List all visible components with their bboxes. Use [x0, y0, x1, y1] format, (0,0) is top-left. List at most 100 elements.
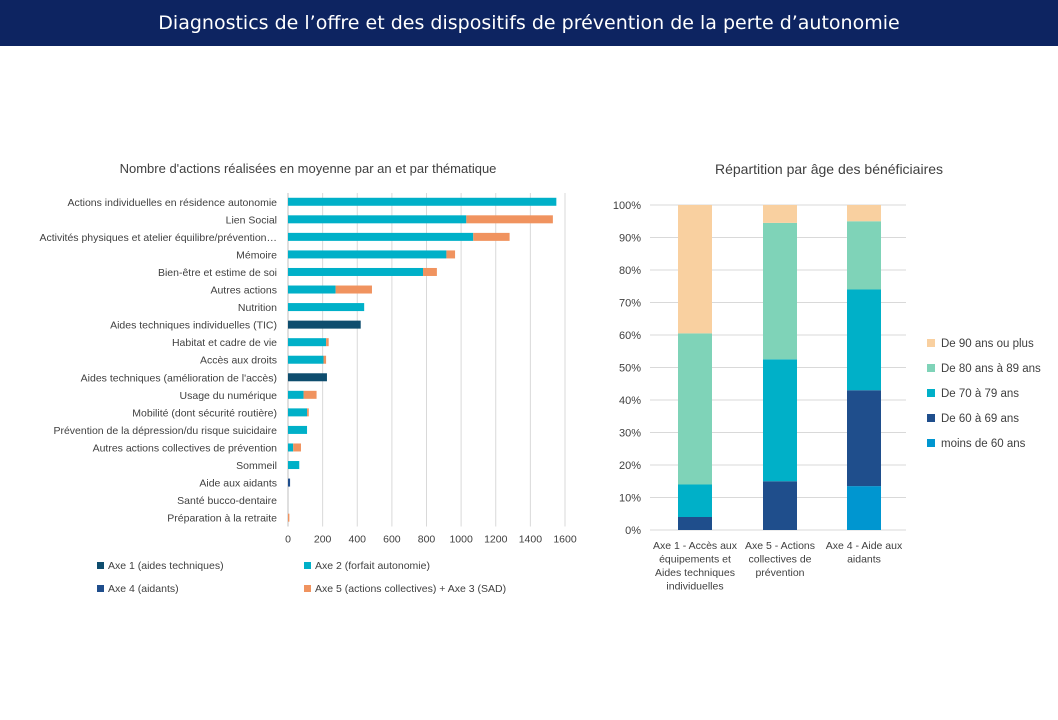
- legend-label: De 90 ans ou plus: [941, 338, 1034, 350]
- chart-title: Répartition par âge des bénéficiaires: [715, 161, 943, 177]
- bar-segment: [288, 320, 361, 329]
- category-label: Actions individuelles en résidence auton…: [67, 197, 277, 209]
- category-label: Mémoire: [236, 249, 277, 261]
- bar-segment: [763, 205, 797, 223]
- category-label: Accès aux droits: [200, 355, 277, 367]
- y-tick-label: 10%: [619, 493, 641, 505]
- x-tick-label: 1400: [519, 533, 543, 545]
- y-tick-label: 20%: [619, 460, 641, 472]
- bar-segment: [763, 481, 797, 530]
- x-tick-label: 600: [383, 533, 401, 545]
- category-label: Nutrition: [238, 302, 277, 314]
- category-label: Axe 5 - Actions collectives de prévention: [745, 540, 815, 579]
- bar-segment: [288, 478, 291, 487]
- legend-swatch: [927, 364, 935, 372]
- x-tick-label: 0: [285, 533, 291, 545]
- bar-segment: [288, 408, 308, 417]
- bar-segment: [323, 355, 327, 364]
- legend-swatch: [927, 389, 935, 397]
- bar-segment: [293, 443, 301, 452]
- bar-segment: [307, 408, 309, 417]
- y-tick-label: 80%: [619, 265, 641, 277]
- bar-segment: [288, 267, 424, 276]
- category-label: Autres actions: [210, 285, 277, 297]
- category-label: Bien-être et estime de soi: [158, 267, 277, 279]
- legend-label: Axe 5 (actions collectives) + Axe 3 (SAD…: [315, 583, 506, 595]
- category-label: Activités physiques et atelier équilibre…: [39, 232, 277, 244]
- bar-segment: [847, 205, 881, 222]
- legend-label: De 70 à 79 ans: [941, 388, 1019, 400]
- category-label: Mobilité (dont sécurité routière): [132, 407, 277, 419]
- bar-segment: [423, 267, 437, 276]
- bar-segment: [466, 215, 553, 224]
- category-label: Axe 1 - Accès aux équipements et Aides tec…: [653, 540, 738, 593]
- category-label: Habitat et cadre de vie: [172, 337, 277, 349]
- bar-segment: [288, 355, 324, 364]
- y-tick-label: 0%: [625, 525, 641, 537]
- legend-swatch: [97, 585, 104, 592]
- x-tick-label: 1000: [449, 533, 473, 545]
- y-tick-label: 60%: [619, 330, 641, 342]
- bar-segment: [678, 517, 712, 530]
- category-label: Aides techniques individuelles (TIC): [110, 320, 277, 332]
- bar-segment: [847, 221, 881, 290]
- legend-swatch: [927, 414, 935, 422]
- category-label: Autres actions collectives de prévention: [93, 442, 278, 454]
- category-label: Sommeil: [236, 460, 277, 472]
- bar-segment: [288, 250, 447, 259]
- bar-segment: [678, 484, 712, 517]
- bar-segment: [288, 338, 327, 347]
- x-tick-label: 200: [314, 533, 332, 545]
- y-tick-label: 30%: [619, 428, 641, 440]
- legend-label: De 80 ans à 89 ans: [941, 363, 1041, 375]
- bar-segment: [303, 390, 317, 399]
- legend-label: Axe 1 (aides techniques): [108, 560, 224, 572]
- legend-swatch: [304, 585, 311, 592]
- bar-segment: [288, 373, 327, 382]
- y-tick-label: 50%: [619, 363, 641, 375]
- x-tick-label: 400: [348, 533, 366, 545]
- bar-segment: [288, 303, 365, 312]
- category-label: Aide aux aidants: [199, 478, 277, 490]
- legend-label: moins de 60 ans: [941, 438, 1026, 450]
- chart-title: Nombre d'actions réalisées en moyenne pa…: [120, 161, 497, 176]
- y-tick-label: 100%: [613, 200, 641, 212]
- bar-segment: [847, 390, 881, 487]
- category-label: Préparation à la retraite: [167, 513, 277, 525]
- legend-label: Axe 2 (forfait autonomie): [315, 560, 430, 572]
- category-label: Usage du numérique: [180, 390, 278, 402]
- bar-segment: [288, 443, 294, 452]
- category-label: Santé bucco-dentaire: [177, 495, 277, 507]
- x-tick-label: 800: [418, 533, 436, 545]
- legend-swatch: [927, 339, 935, 347]
- legend-swatch: [927, 439, 935, 447]
- bar-segment: [288, 197, 557, 206]
- bar-segment: [288, 232, 474, 241]
- bar-segment: [678, 205, 712, 334]
- x-tick-label: 1600: [553, 533, 577, 545]
- category-label: Axe 4 - Aide aux aidants: [826, 540, 903, 566]
- x-tick-label: 1200: [484, 533, 508, 545]
- bar-segment: [847, 486, 881, 530]
- bar-segment: [326, 338, 329, 347]
- legend-swatch: [97, 562, 104, 569]
- legend-swatch: [304, 562, 311, 569]
- bar-segment: [847, 289, 881, 391]
- y-tick-label: 90%: [619, 233, 641, 245]
- category-label: Prévention de la dépression/du risque su…: [53, 425, 277, 437]
- category-label: Lien Social: [226, 214, 277, 226]
- page-banner: Diagnostics de l’offre et des dispositif…: [0, 0, 1058, 46]
- bar-segment: [288, 513, 290, 522]
- y-tick-label: 40%: [619, 395, 641, 407]
- bar-segment: [288, 390, 304, 399]
- legend-label: Axe 4 (aidants): [108, 583, 179, 595]
- bar-segment: [335, 285, 372, 294]
- bar-segment: [473, 232, 510, 241]
- bar-segment: [446, 250, 456, 259]
- bar-segment: [763, 359, 797, 482]
- y-tick-label: 70%: [619, 298, 641, 310]
- bar-segment: [678, 333, 712, 485]
- bar-segment: [288, 461, 300, 470]
